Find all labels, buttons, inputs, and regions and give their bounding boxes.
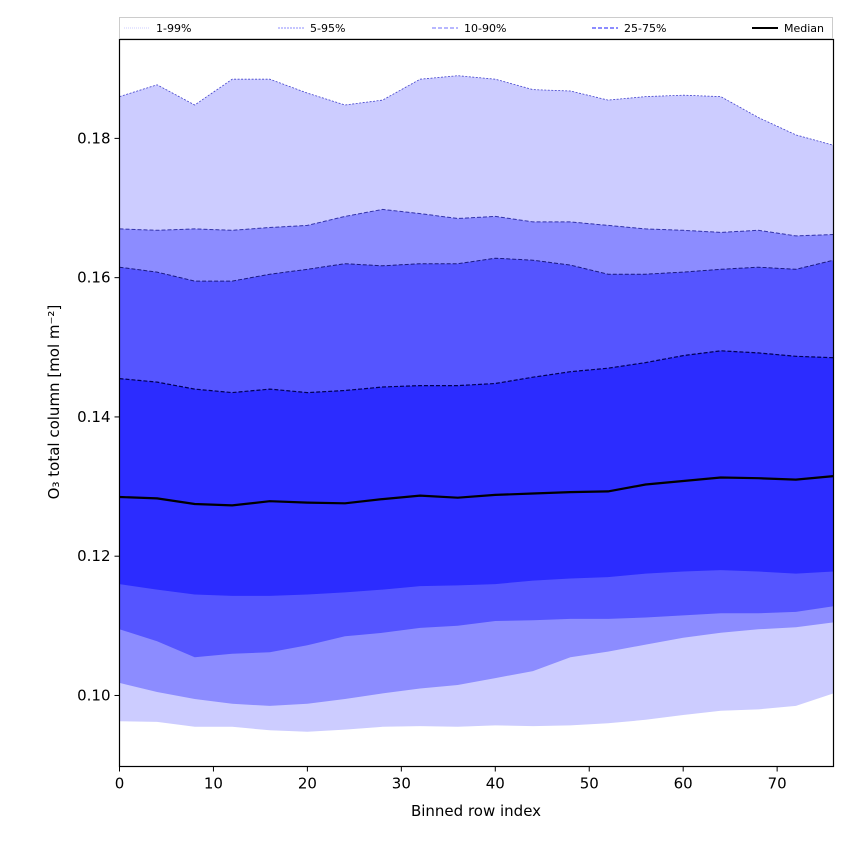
- y-tick-label: 0.16: [77, 269, 110, 287]
- y-axis: 0.10 0.12 0.14 0.16 0.18: [77, 129, 120, 704]
- legend-label: 1-99%: [156, 22, 191, 35]
- x-tick-label: 10: [204, 775, 223, 793]
- x-tick-label: 20: [298, 775, 317, 793]
- bands-layer: [119, 75, 834, 732]
- x-tick-label: 50: [580, 775, 599, 793]
- band-25-75%: [119, 350, 834, 596]
- lines-layer: [119, 75, 834, 507]
- y-tick-label: 0.14: [77, 408, 110, 426]
- plot-frame: [118, 38, 835, 768]
- y-tick-label: 0.10: [77, 686, 110, 704]
- x-axis-label: Binned row index: [411, 802, 541, 820]
- x-tick-label: 0: [115, 775, 125, 793]
- median-line: [119, 475, 834, 507]
- y-tick-label: 0.18: [77, 129, 110, 147]
- y-axis-label: O₃ total column [mol m⁻²]: [45, 305, 63, 500]
- legend-box: [119, 17, 833, 39]
- y-tick-label: 0.12: [77, 547, 110, 565]
- x-tick-label: 30: [392, 775, 411, 793]
- band-edge-10-90%: [119, 257, 834, 282]
- x-tick-label: 60: [674, 775, 693, 793]
- x-tick-label: 40: [486, 775, 505, 793]
- band-edge-1-99%: [119, 75, 834, 146]
- x-tick-label: 70: [768, 775, 787, 793]
- legend-label: Median: [784, 22, 824, 35]
- legend-label: 25-75%: [624, 22, 666, 35]
- legend-label: 10-90%: [464, 22, 506, 35]
- legend: 1-99% 5-95% 10-90% 25-75% Median: [119, 17, 833, 39]
- legend-label: 5-95%: [310, 22, 345, 35]
- x-axis: 0 10 20 30 40 50 60 70: [115, 766, 787, 793]
